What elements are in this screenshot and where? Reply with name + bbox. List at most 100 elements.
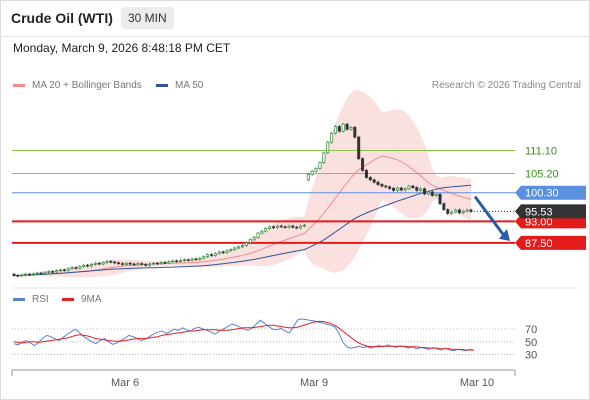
candle-body: [186, 259, 190, 261]
ma50-legend-label: MA 50: [175, 80, 204, 91]
candle-body: [415, 187, 419, 191]
candle-body: [78, 266, 82, 269]
bollinger-band: [14, 89, 471, 278]
candle-body: [353, 126, 357, 138]
candle-body: [93, 262, 97, 265]
candle-body: [306, 173, 310, 181]
candle-body: [403, 188, 407, 191]
rsi-tick-50: 50: [525, 337, 537, 349]
candle-body: [434, 193, 438, 196]
candle-body: [411, 185, 415, 188]
candle-body: [202, 256, 206, 259]
legend-9ma: 9MA: [62, 294, 102, 305]
current-price-label: 95.53: [525, 206, 553, 218]
forecast-arrow-head: [499, 228, 510, 241]
candle-body: [167, 261, 171, 264]
instrument-title: Crude Oil (WTI): [11, 10, 113, 26]
candle-body: [229, 249, 233, 252]
candle-body: [213, 253, 217, 256]
candle-body: [326, 141, 330, 154]
candle-body: [330, 132, 334, 143]
candle-body: [140, 263, 144, 265]
candle-body: [113, 261, 117, 264]
candle-body: [82, 264, 86, 267]
candle-body: [163, 262, 167, 264]
candle-body: [349, 126, 353, 130]
candle-body: [62, 269, 66, 272]
candle-body: [175, 260, 179, 263]
candle-body: [268, 226, 272, 229]
candle-body: [124, 262, 128, 265]
candle-body: [20, 274, 24, 277]
candle-body: [337, 126, 341, 132]
candle-body: [388, 186, 392, 189]
9ma-legend-label: 9MA: [81, 294, 102, 305]
candle-body: [392, 188, 396, 191]
candle-body: [260, 230, 264, 234]
candle-body: [430, 191, 434, 196]
candle-body: [419, 188, 423, 191]
candle-body: [217, 251, 221, 254]
rsi-legend-swatch: [13, 297, 25, 301]
candle-body: [55, 270, 59, 273]
candle-body: [244, 242, 248, 246]
candle-body: [283, 226, 287, 228]
legend-ma50: MA 50: [156, 80, 203, 91]
candle-body: [318, 162, 322, 169]
level-label-93.00: 93.00: [525, 216, 553, 228]
candle-body: [299, 225, 303, 229]
candle-body: [179, 260, 183, 262]
candle-body: [372, 179, 376, 183]
candle-body: [225, 250, 229, 254]
candle-body: [97, 262, 101, 265]
candle-body: [287, 225, 291, 228]
candle-body: [194, 258, 198, 261]
candle-body: [148, 263, 152, 266]
rsi-9ma-line: [13, 320, 474, 351]
candle-body: [16, 275, 20, 277]
candle-body: [240, 245, 245, 248]
level-label-105.20: 105.20: [525, 169, 559, 181]
candle-body: [117, 262, 121, 265]
candle-body: [155, 262, 159, 265]
candle-body: [426, 191, 430, 195]
candle-body: [27, 273, 32, 276]
candle-body: [171, 260, 175, 263]
candle-body: [109, 260, 113, 263]
candle-body: [128, 262, 132, 265]
x-tick-label: Mar 10: [460, 377, 494, 389]
ma50-legend-swatch: [156, 83, 168, 87]
candle-body: [144, 264, 148, 266]
candle-body: [39, 272, 43, 275]
candle-body: [47, 271, 51, 273]
ma20-legend-label: MA 20 + Bollinger Bands: [32, 80, 142, 91]
candle-body: [206, 254, 210, 257]
level-label-87.50: 87.50: [525, 238, 553, 250]
candle-body: [101, 262, 105, 265]
candle-body: [89, 264, 93, 267]
candle-body: [322, 152, 326, 163]
legend-ma20: MA 20 + Bollinger Bands: [13, 80, 142, 91]
9ma-legend-swatch: [62, 297, 74, 301]
candle-body: [361, 158, 365, 171]
level-label-100.30: 100.30: [525, 188, 559, 200]
candle-body: [198, 257, 202, 260]
candle-body: [31, 273, 35, 275]
candle-body: [442, 203, 446, 210]
candle-body: [469, 209, 473, 212]
candle-body: [264, 228, 268, 232]
candle-body: [465, 209, 469, 212]
candle-body: [190, 258, 194, 261]
candle-body: [380, 184, 384, 187]
rsi-legend-label: RSI: [32, 294, 49, 305]
candle-body: [86, 264, 90, 267]
research-credit: Research © 2026 Trading Central: [431, 80, 581, 91]
level-tag-100.30: [515, 185, 586, 200]
timeframe-button[interactable]: 30 MIN: [121, 7, 174, 29]
candle-body: [43, 271, 47, 274]
candle-body: [210, 254, 214, 256]
candle-body: [302, 224, 306, 227]
candle-body: [275, 225, 279, 228]
candle-body: [450, 211, 454, 214]
